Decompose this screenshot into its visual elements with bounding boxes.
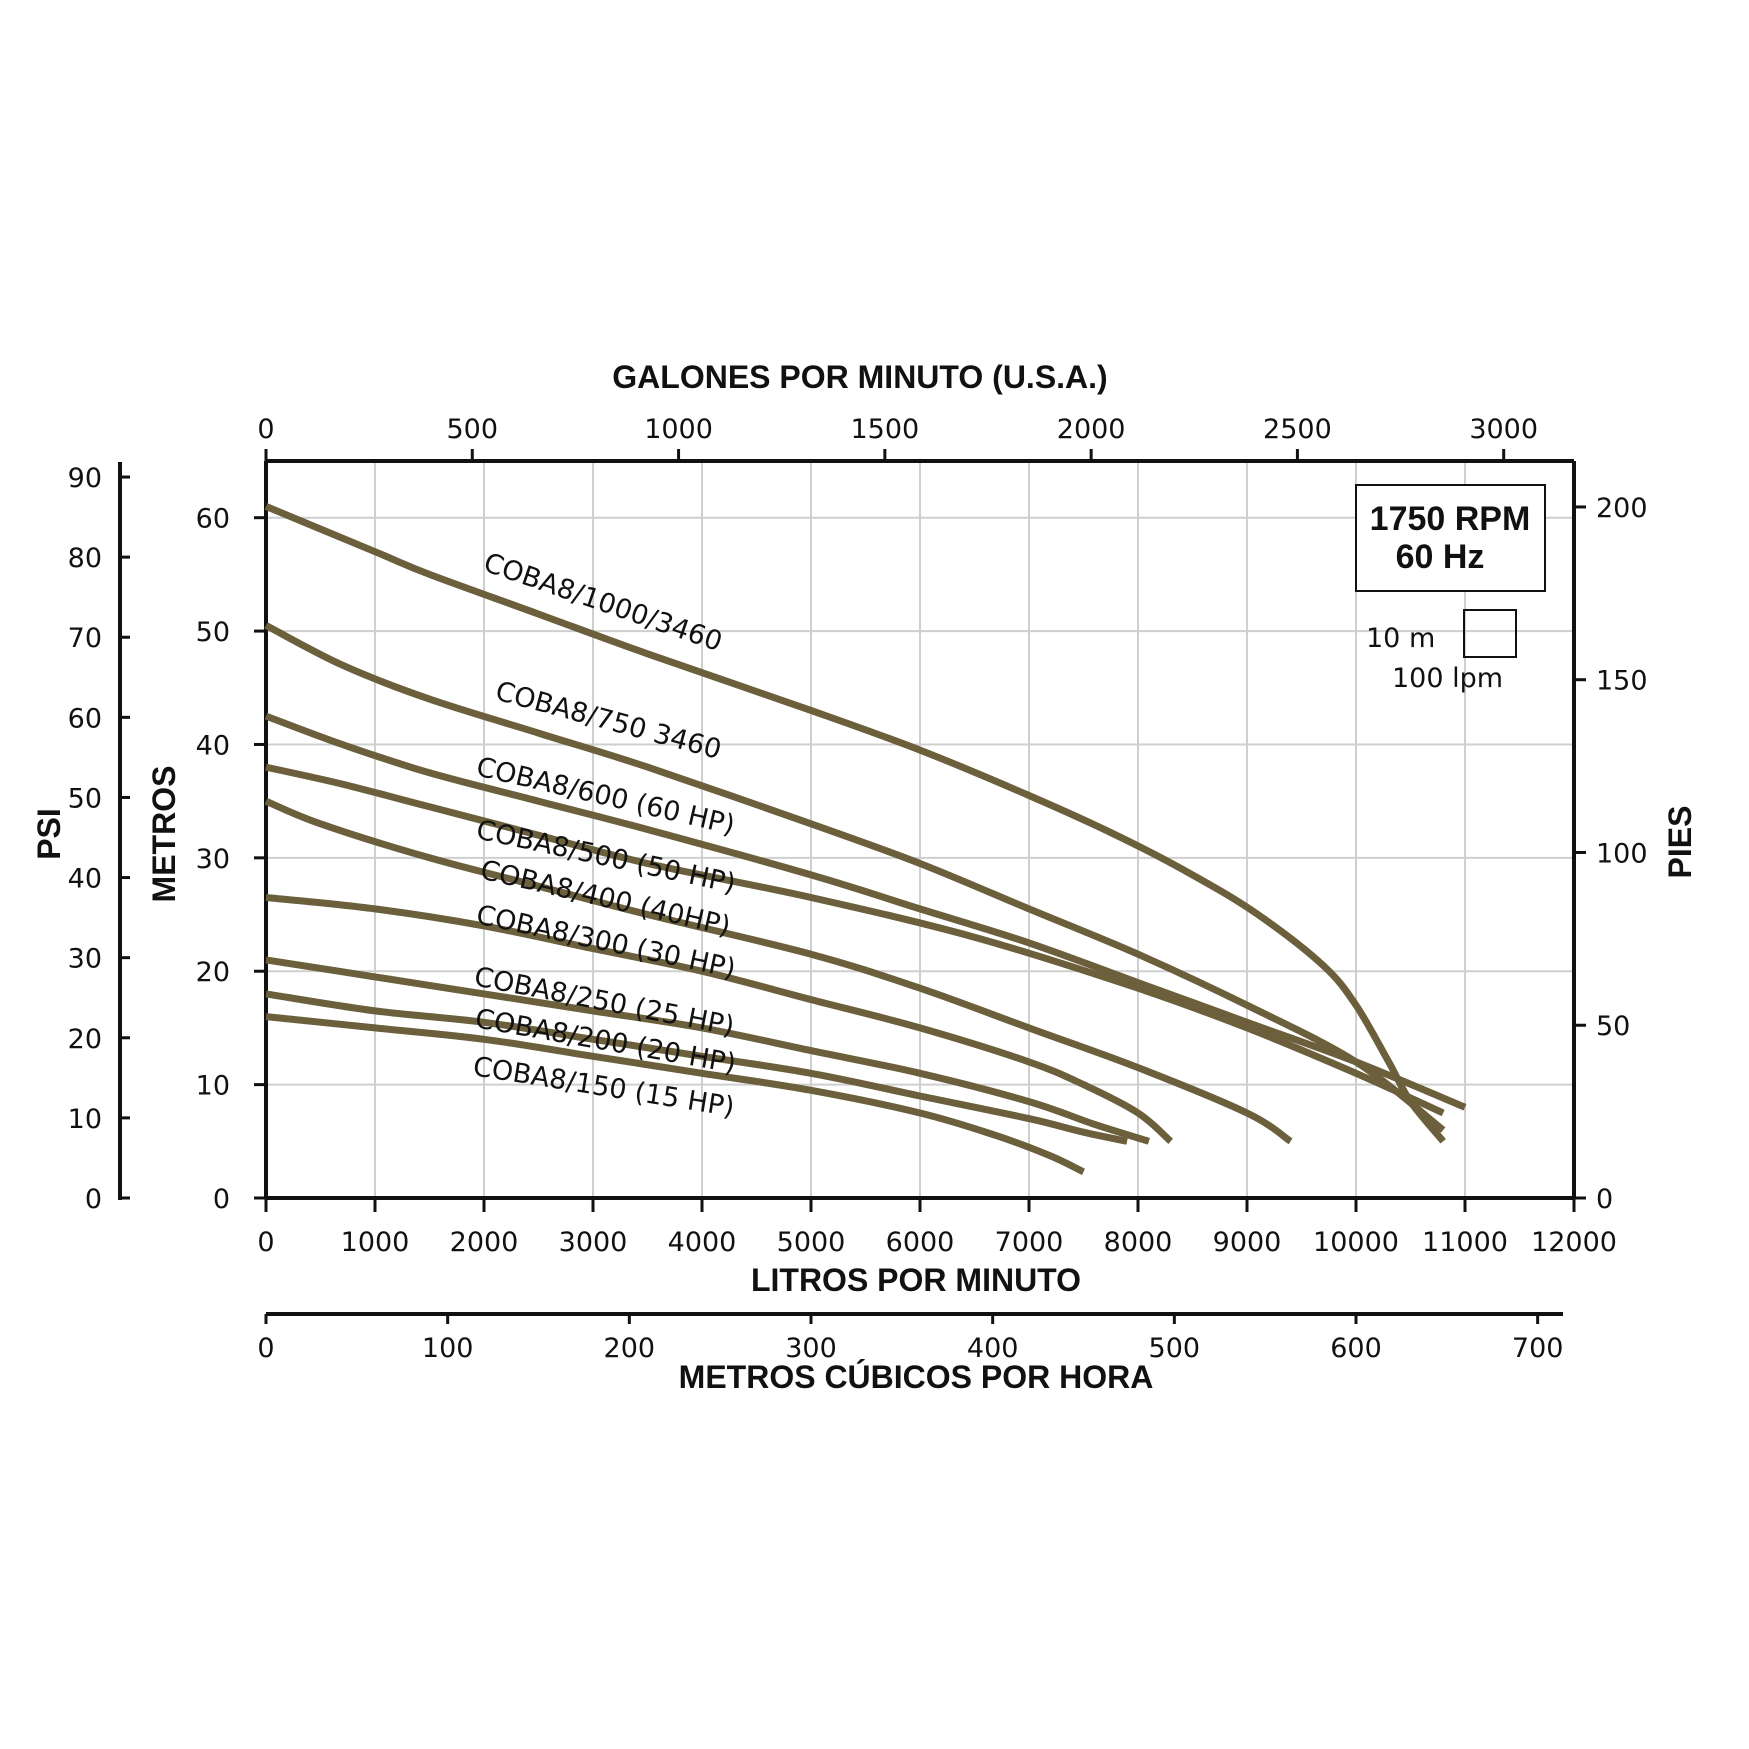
bottom-axis-title: LITROS POR MINUTO (751, 1262, 1081, 1298)
bottom-axis-tick-label: 8000 (1104, 1227, 1173, 1258)
psi-axis-tick-label: 20 (68, 1024, 102, 1055)
top-axis-tick-label: 1500 (850, 414, 919, 445)
tick-labels: 0 1000 2000 3000 4000 5000 6000 7000 8000 9000 100… (68, 414, 1648, 1364)
m3h-axis-tick-label: 500 (1149, 1333, 1201, 1364)
axes (118, 449, 1586, 1324)
pies-axis-title: PIES (1662, 806, 1698, 879)
bottom-axis-tick-label: 3000 (559, 1227, 628, 1258)
bottom-axis-tick-label: 1000 (341, 1227, 410, 1258)
pump-curve-line (264, 712, 1467, 1111)
bottom-axis-tick-label: 6000 (886, 1227, 955, 1258)
pump-curve-line (264, 622, 1446, 1133)
m3h-axis-tick-label: 100 (422, 1333, 474, 1364)
bottom-axis-tick-label: 4000 (668, 1227, 737, 1258)
grid-scale-note: 10 m 100 lpm (1366, 609, 1517, 694)
pies-axis-tick-label: 150 (1596, 666, 1648, 697)
psi-axis-title: PSI (31, 808, 67, 860)
bottom-axis-tick-label: 2000 (450, 1227, 519, 1258)
m3h-axis-tick-label: 700 (1512, 1333, 1564, 1364)
bottom-axis-tick-label: 11000 (1422, 1227, 1508, 1258)
top-axis-tick-label: 2500 (1263, 414, 1332, 445)
m3h-axis-tick-label: 400 (967, 1333, 1019, 1364)
psi-axis-tick-label: 40 (68, 864, 102, 895)
top-axis-tick-label: 0 (257, 414, 274, 445)
metros-axis-tick-label: 50 (196, 617, 230, 648)
metros-axis-tick-label: 40 (196, 730, 230, 761)
top-axis-tick-label: 1000 (644, 414, 713, 445)
pies-axis-tick-label: 200 (1596, 493, 1648, 524)
pump-curve-line (264, 797, 1293, 1145)
psi-axis-tick-label: 0 (85, 1184, 102, 1215)
hz-label: 60 Hz (1396, 538, 1485, 576)
top-axis-title: GALONES POR MINUTO (U.S.A.) (612, 359, 1107, 395)
metros-axis-tick-label: 60 (196, 504, 230, 535)
psi-axis-tick-label: 60 (68, 703, 102, 734)
pump-curve-line (264, 503, 1446, 1144)
metros-axis-tick-label: 10 (196, 1071, 230, 1102)
psi-axis-tick-label: 70 (68, 623, 102, 654)
bottom-axis-tick-label: 10000 (1313, 1227, 1399, 1258)
psi-axis-tick-label: 90 (68, 463, 102, 494)
m3h-axis-tick-label: 0 (257, 1333, 274, 1364)
rpm-label: 1750 RPM (1370, 500, 1531, 538)
pump-curve-line (265, 1013, 1086, 1176)
bottom-axis-2-title: METROS CÚBICOS POR HORA (679, 1359, 1154, 1395)
pump-curve-line (265, 763, 1445, 1117)
pump-curves (264, 503, 1467, 1176)
pump-curve-line (265, 956, 1150, 1145)
psi-axis-tick-label: 30 (68, 944, 102, 975)
pies-axis-tick-label: 100 (1596, 838, 1648, 869)
top-axis-tick-label: 2000 (1057, 414, 1126, 445)
pump-curve-line (265, 894, 1174, 1144)
m3h-axis-tick-label: 300 (785, 1333, 837, 1364)
scale-horizontal-label: 100 lpm (1392, 663, 1503, 694)
m3h-axis-tick-label: 600 (1330, 1333, 1382, 1364)
bottom-axis-tick-label: 5000 (777, 1227, 846, 1258)
top-axis-tick-label: 500 (447, 414, 499, 445)
pump-curve-line (265, 990, 1128, 1145)
psi-axis-tick-label: 10 (68, 1104, 102, 1135)
metros-axis-title: METROS (146, 766, 182, 903)
metros-axis-tick-label: 20 (196, 957, 230, 988)
bottom-axis-tick-label: 0 (257, 1227, 274, 1258)
metros-axis-tick-label: 0 (213, 1184, 230, 1215)
scale-vertical-label: 10 m (1366, 623, 1435, 654)
rpm-legend-box: 1750 RPM 60 Hz (1355, 484, 1546, 592)
bottom-axis-tick-label: 7000 (995, 1227, 1064, 1258)
pies-axis-tick-label: 50 (1596, 1011, 1630, 1042)
top-axis-tick-label: 3000 (1469, 414, 1538, 445)
bottom-axis-tick-label: 9000 (1213, 1227, 1282, 1258)
pies-axis-tick-label: 0 (1596, 1184, 1613, 1215)
m3h-axis-tick-label: 200 (604, 1333, 656, 1364)
psi-axis-tick-label: 50 (68, 783, 102, 814)
psi-axis-tick-label: 80 (68, 543, 102, 574)
bottom-axis-tick-label: 12000 (1531, 1227, 1617, 1258)
metros-axis-tick-label: 30 (196, 844, 230, 875)
